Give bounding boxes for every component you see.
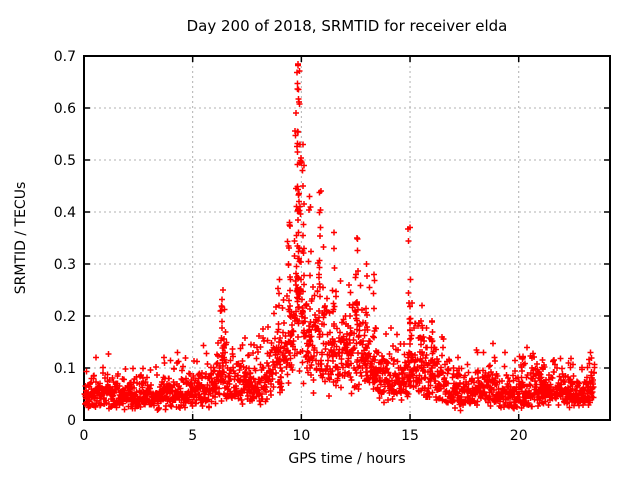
- chart-title: Day 200 of 2018, SRMTID for receiver eld…: [187, 17, 508, 35]
- y-tick-label: 0: [67, 413, 76, 429]
- y-tick-label: 0.7: [54, 49, 76, 65]
- y-axis-label: SRMTID / TECUs: [13, 182, 29, 295]
- y-tick-label: 0.3: [54, 257, 76, 273]
- plot-border: [83, 55, 611, 421]
- x-tick-label: 0: [80, 428, 89, 444]
- x-axis-label: GPS time / hours: [288, 451, 405, 467]
- axis-tick-labels: 0 5 10 15 20 0 0.1 0.2 0.3 0.4 0.5 0.6 0.7: [54, 49, 528, 444]
- grid-path: [84, 56, 610, 420]
- y-tick-label: 0.5: [54, 153, 76, 169]
- y-tick-label: 0.4: [54, 205, 76, 221]
- x-tick-label: 20: [510, 428, 528, 444]
- y-tick-label: 0.1: [54, 361, 76, 377]
- y-tick-label: 0.6: [54, 101, 76, 117]
- y-tick-label: 0.2: [54, 309, 76, 325]
- grid-lines: [84, 56, 610, 420]
- x-tick-label: 5: [188, 428, 197, 444]
- x-tick-label: 15: [401, 428, 419, 444]
- x-tick-label: 10: [292, 428, 310, 444]
- scatter-points: [81, 61, 598, 414]
